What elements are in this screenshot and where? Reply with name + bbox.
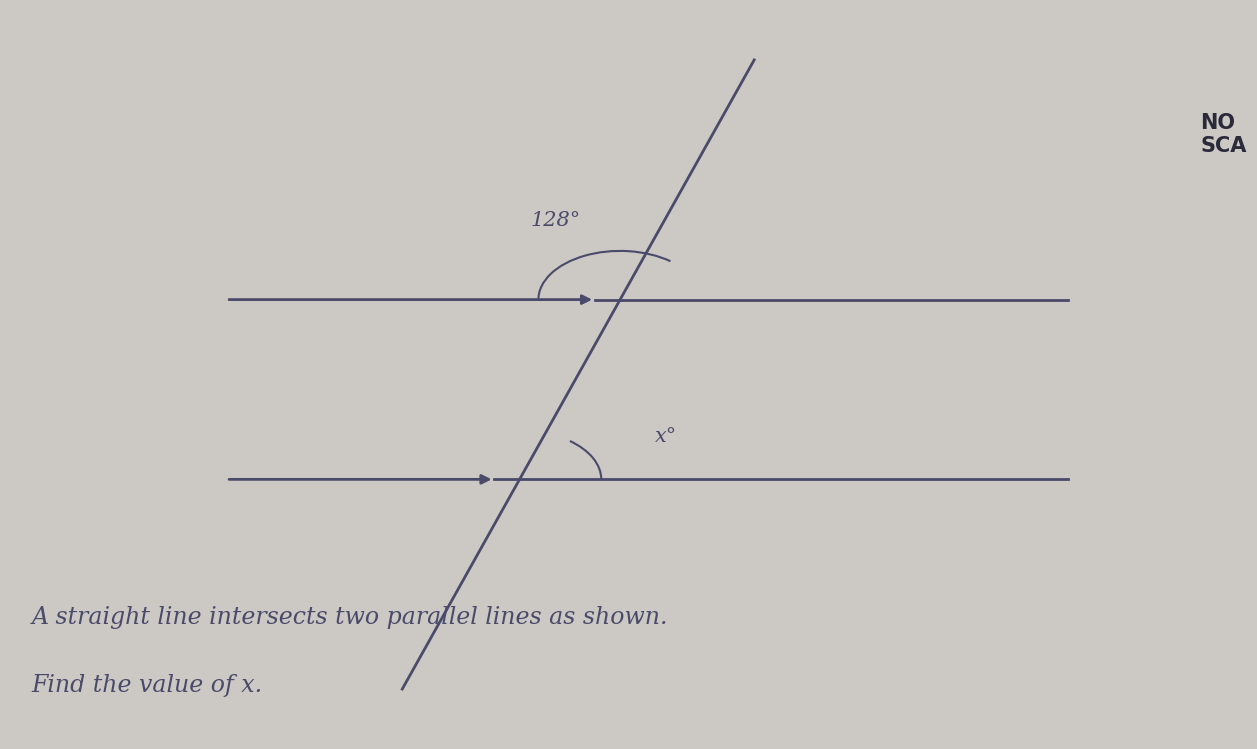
Text: x°: x° [655,427,678,446]
Text: Find the value of x.: Find the value of x. [31,674,263,697]
Text: NO
SCA: NO SCA [1200,113,1247,157]
Text: 128°: 128° [530,211,581,231]
Text: A straight line intersects two parallel lines as shown.: A straight line intersects two parallel … [31,607,667,629]
